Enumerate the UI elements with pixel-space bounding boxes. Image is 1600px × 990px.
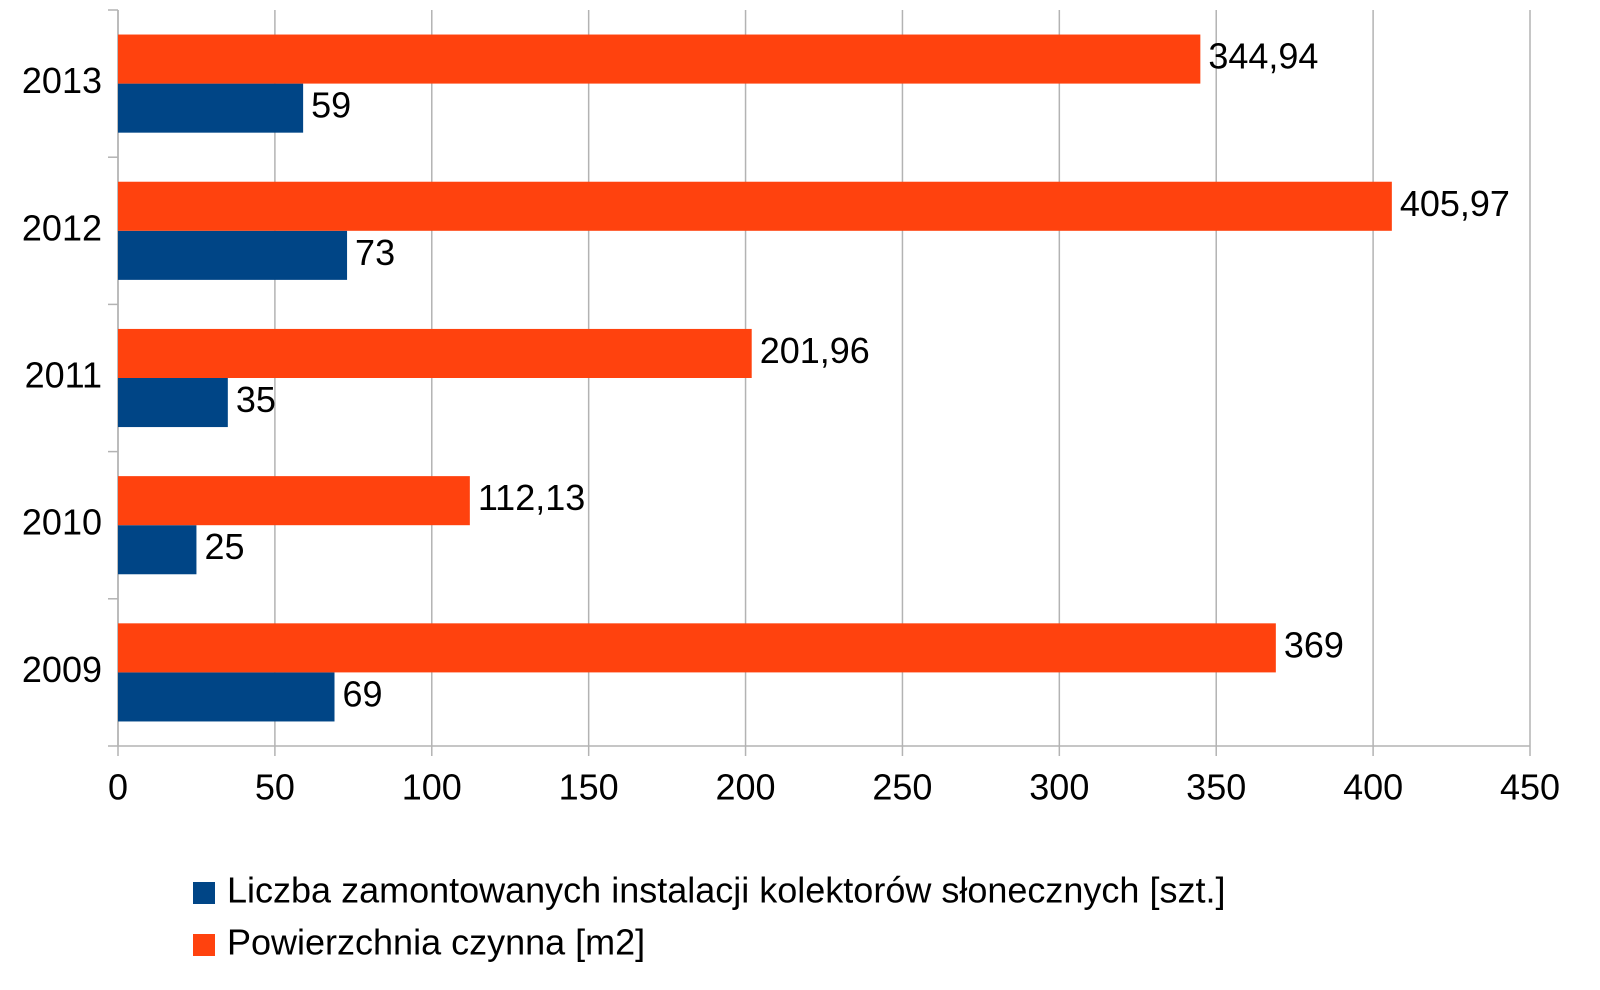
data-label: 369 bbox=[1284, 624, 1344, 665]
x-tick-label: 250 bbox=[872, 767, 932, 808]
x-tick-label: 200 bbox=[716, 767, 776, 808]
x-tick-label: 450 bbox=[1500, 767, 1560, 808]
y-tick-label: 2009 bbox=[22, 649, 102, 690]
data-label: 35 bbox=[236, 379, 276, 420]
data-label: 73 bbox=[355, 232, 395, 273]
data-label: 59 bbox=[311, 85, 351, 126]
x-tick-label: 350 bbox=[1186, 767, 1246, 808]
data-label: 25 bbox=[204, 526, 244, 567]
x-tick-label: 400 bbox=[1343, 767, 1403, 808]
y-tick-label: 2013 bbox=[22, 60, 102, 101]
data-label: 201,96 bbox=[760, 330, 870, 371]
legend-label: Powierzchnia czynna [m2] bbox=[227, 922, 645, 963]
data-label: 69 bbox=[343, 673, 383, 714]
bar bbox=[118, 378, 228, 428]
bar bbox=[118, 181, 1392, 231]
legend-swatch bbox=[193, 882, 215, 904]
y-tick-label: 2010 bbox=[22, 502, 102, 543]
x-tick-label: 100 bbox=[402, 767, 462, 808]
bar bbox=[118, 230, 348, 280]
bar bbox=[118, 83, 304, 133]
legend-label: Liczba zamontowanych instalacji kolektor… bbox=[227, 870, 1225, 911]
legend-swatch bbox=[193, 934, 215, 956]
bar bbox=[118, 328, 752, 378]
bar bbox=[118, 623, 1276, 673]
y-tick-label: 2011 bbox=[25, 355, 102, 396]
y-tick-label: 2012 bbox=[22, 207, 102, 248]
data-label: 405,97 bbox=[1400, 183, 1510, 224]
x-tick-label: 50 bbox=[255, 767, 295, 808]
x-tick-label: 300 bbox=[1029, 767, 1089, 808]
bar bbox=[118, 34, 1201, 84]
x-tick-label: 0 bbox=[108, 767, 128, 808]
bar bbox=[118, 525, 197, 575]
x-tick-label: 150 bbox=[559, 767, 619, 808]
data-label: 344,94 bbox=[1208, 36, 1318, 77]
data-label: 112,13 bbox=[478, 477, 585, 518]
bar bbox=[118, 672, 335, 722]
bar bbox=[118, 476, 470, 526]
